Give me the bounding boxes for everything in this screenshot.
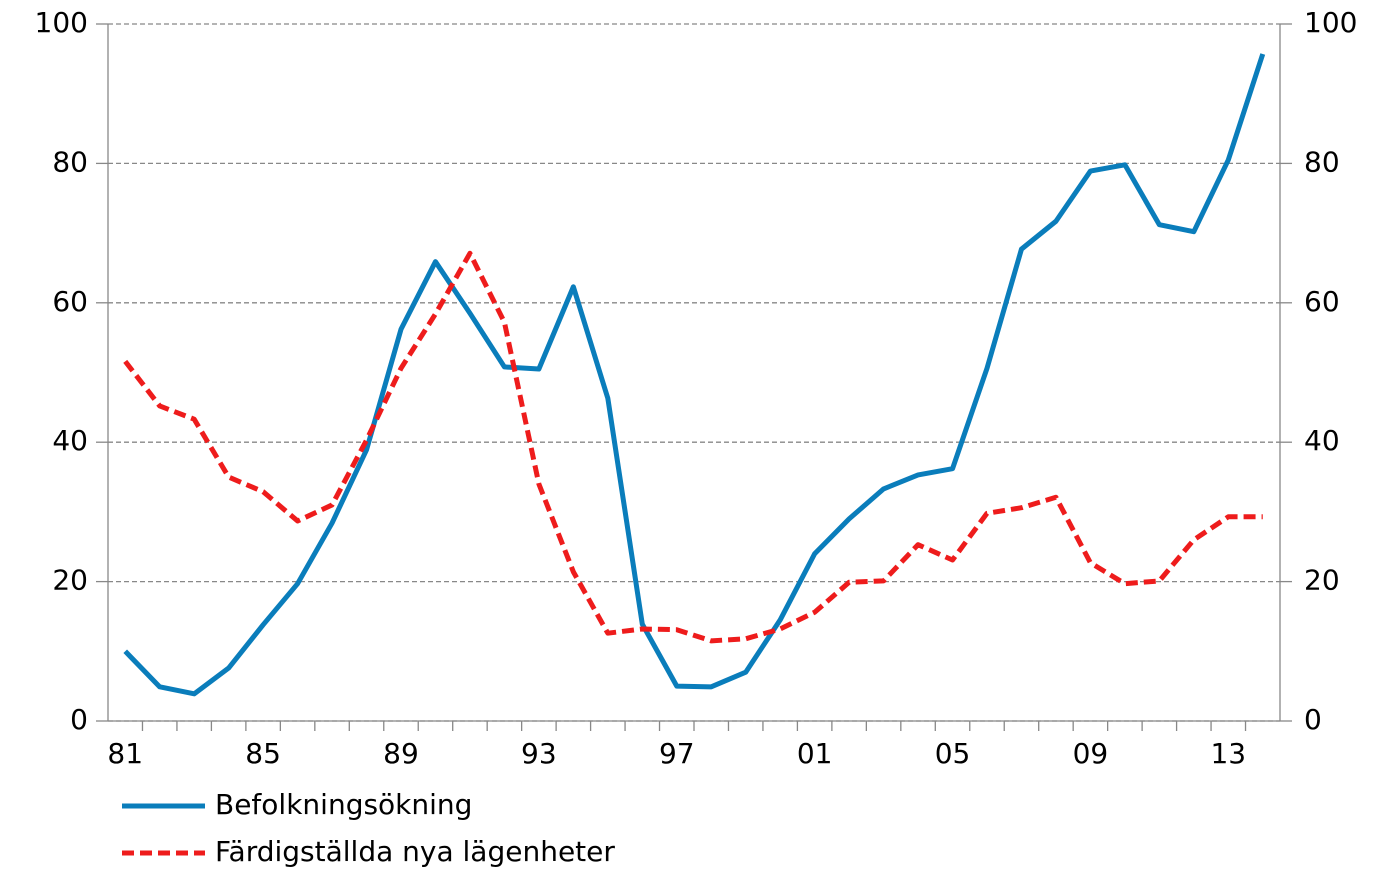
x-tick-label: 89 [383,737,419,770]
y2-tick-label: 40 [1304,424,1340,457]
y-tick-label: 80 [52,145,88,178]
legend-label: Färdigställda nya lägenheter [215,835,615,868]
y2-tick-label: 80 [1304,145,1340,178]
y-tick-label: 40 [52,424,88,457]
x-tick-label: 09 [1073,737,1109,770]
y2-tick-label: 60 [1304,285,1340,318]
legend-label: Befolkningsökning [215,788,472,821]
x-tick-label: 05 [935,737,971,770]
x-tick-label: 93 [521,737,557,770]
x-tick-label: 81 [107,737,143,770]
x-tick-label: 85 [245,737,281,770]
y-tick-label: 0 [70,703,88,736]
series-line [123,53,1266,697]
y-tick-label: 100 [35,6,88,39]
x-tick-label: 97 [659,737,695,770]
x-tick-label: 01 [797,737,833,770]
series-line [123,250,1263,644]
y2-tick-label: 20 [1304,564,1340,597]
y2-tick-label: 0 [1304,703,1322,736]
y-tick-label: 20 [52,564,88,597]
x-tick-label: 13 [1210,737,1246,770]
y-tick-label: 60 [52,285,88,318]
y2-tick-label: 100 [1304,6,1357,39]
